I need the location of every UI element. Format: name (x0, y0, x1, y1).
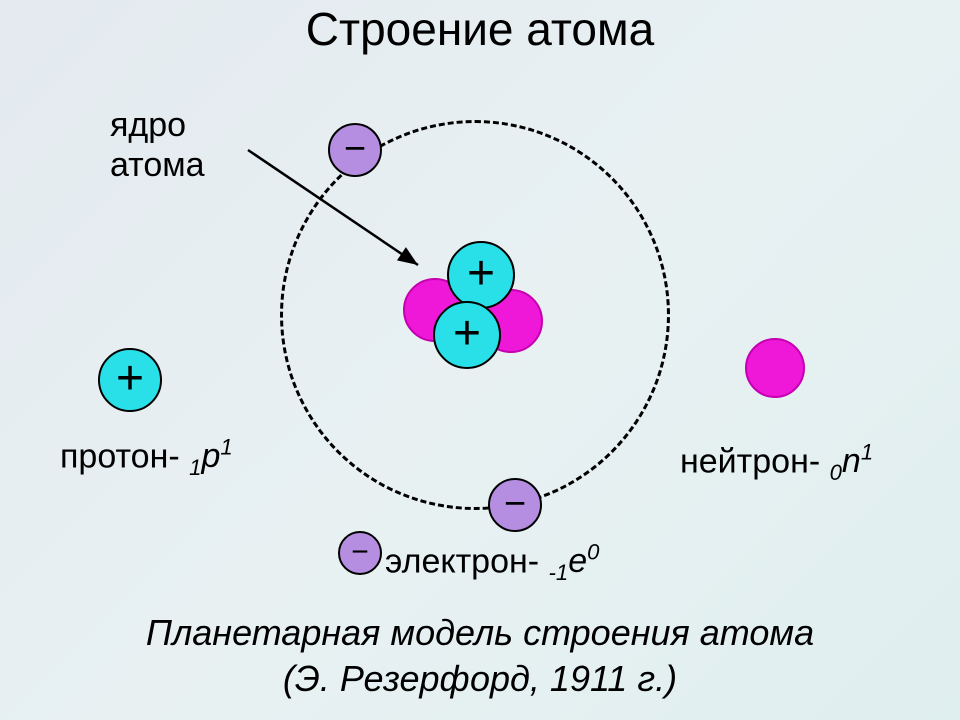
nucleus-arrow-icon (0, 0, 960, 720)
